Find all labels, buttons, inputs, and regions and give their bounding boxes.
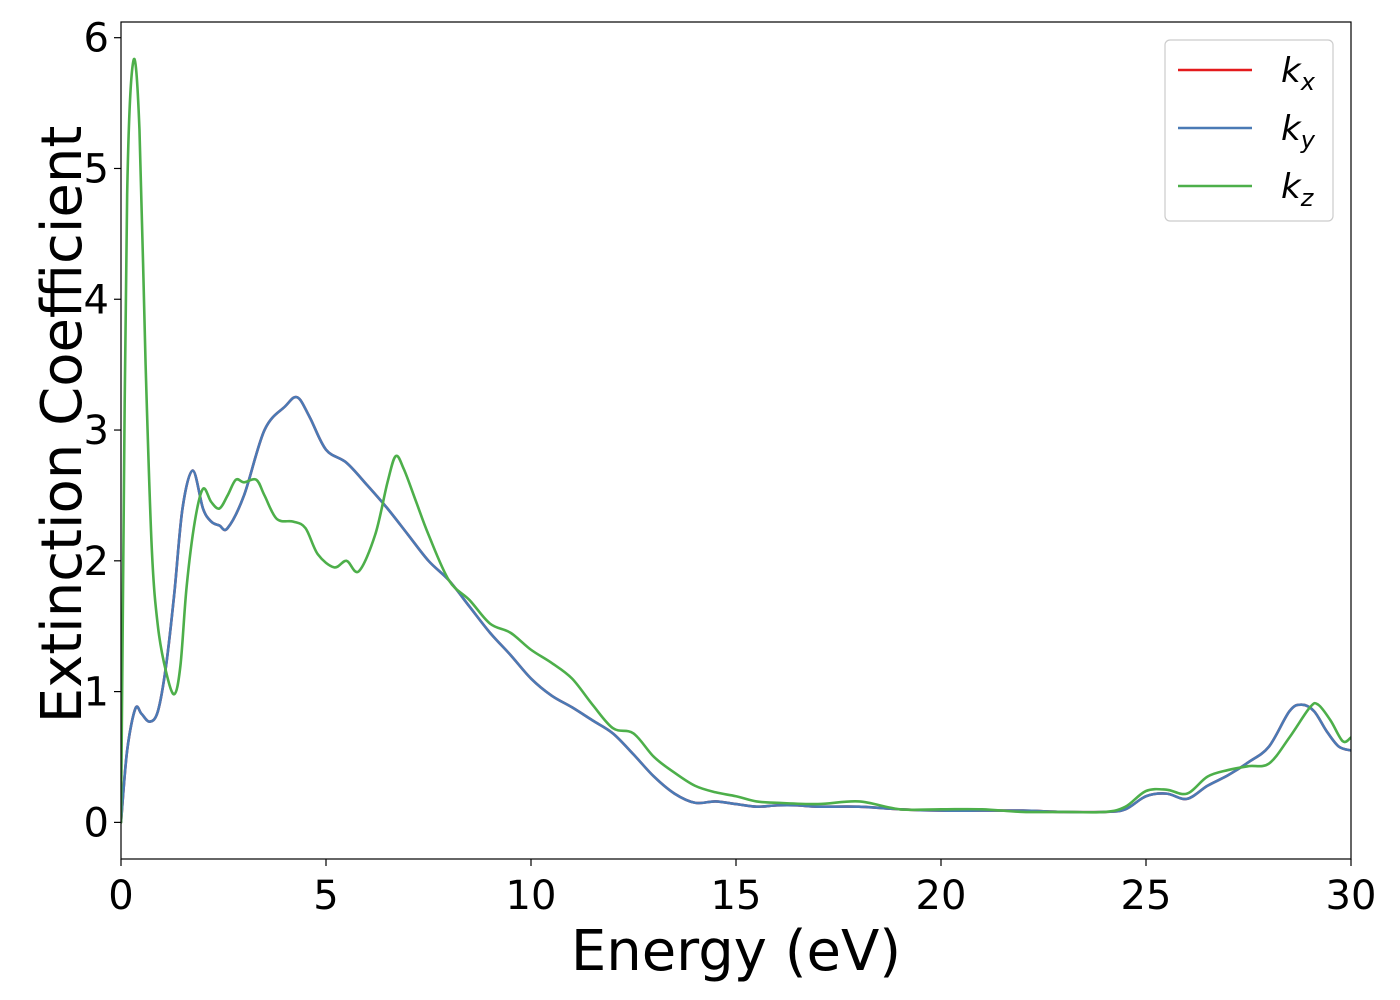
x-tick-label: 10 bbox=[506, 873, 557, 919]
series-line-kz bbox=[121, 57, 1351, 824]
x-tick-label: 0 bbox=[108, 873, 133, 919]
y-tick-label: 4 bbox=[84, 277, 109, 323]
y-tick-label: 3 bbox=[84, 408, 109, 454]
legend: kx ky kz bbox=[1164, 39, 1334, 222]
series-line-ky bbox=[121, 395, 1351, 824]
x-tick-label: 15 bbox=[711, 873, 762, 919]
y-tick-label: 1 bbox=[84, 670, 109, 716]
legend-box bbox=[1164, 39, 1334, 222]
x-tick-label: 5 bbox=[313, 873, 338, 919]
y-tick-label: 0 bbox=[84, 800, 109, 846]
legend-label: ky bbox=[1281, 109, 1316, 154]
x-tick-label: 30 bbox=[1326, 873, 1377, 919]
legend-label: kz bbox=[1281, 167, 1315, 212]
y-tick-label: 6 bbox=[84, 16, 109, 62]
x-axis: 0 5 10 15 20 25 30 bbox=[108, 859, 1376, 919]
x-axis-title: Energy (eV) bbox=[571, 919, 901, 984]
x-tick-label: 25 bbox=[1121, 873, 1172, 919]
y-tick-label: 5 bbox=[84, 146, 109, 192]
y-tick-label: 2 bbox=[84, 539, 109, 585]
series-line-kx bbox=[121, 395, 1351, 824]
y-axis-title: Extinction Coefficient bbox=[30, 126, 95, 724]
y-axis: 0 1 2 3 4 5 6 bbox=[84, 16, 121, 846]
legend-label: kx bbox=[1281, 51, 1316, 96]
plot-lines bbox=[121, 57, 1351, 824]
x-tick-label: 20 bbox=[916, 873, 967, 919]
